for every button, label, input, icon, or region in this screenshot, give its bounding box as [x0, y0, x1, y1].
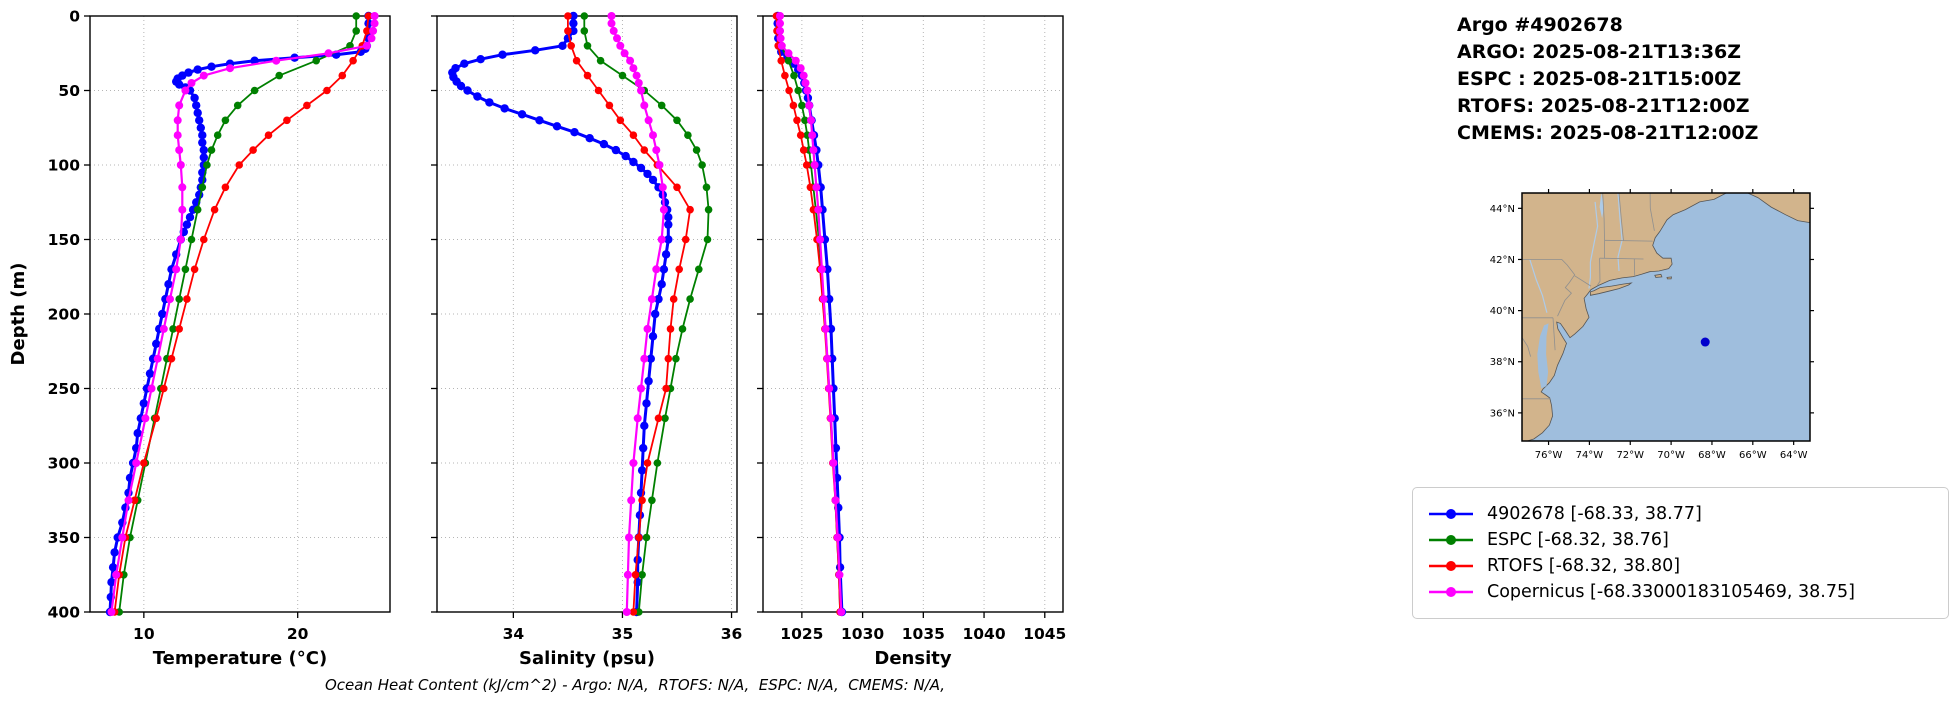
legend-label: Copernicus [-68.33000183105469, 38.75]: [1487, 582, 1855, 602]
location-map: 76°W 74°W 72°W 70°W 68°W 66°W 64°W 36°N 38°N 40°N…: [1490, 189, 1814, 461]
map-land: [1521, 192, 1727, 442]
header-line: ARGO: 2025-08-21T13:36Z: [1457, 41, 1742, 63]
map-river: [1529, 259, 1548, 313]
map-lat-label: 36°N: [1490, 408, 1515, 419]
y-tick-label: 350: [48, 529, 81, 547]
y-tick-label: 200: [48, 306, 81, 324]
map-lat-label: 42°N: [1490, 255, 1515, 266]
y-tick-label: 300: [48, 455, 81, 473]
map-state-border: [1574, 275, 1592, 287]
x-tick-label: 36: [721, 625, 743, 643]
legend-marker-icon: [1429, 509, 1473, 519]
map-state-border: [1604, 239, 1653, 242]
map-lon-label: 72°W: [1616, 450, 1644, 461]
legend-item: RTOFS [-68.32, 38.80]: [1427, 556, 1934, 576]
legend-marker-icon: [1429, 561, 1473, 571]
x-tick-label: 10: [133, 625, 155, 643]
series-line-Copernicus: [110, 16, 376, 613]
legend-item: ESPC [-68.32, 38.76]: [1427, 530, 1934, 550]
map-land: [1590, 282, 1633, 296]
x-tick-label: 1025: [780, 625, 823, 643]
legend-item: Copernicus [-68.33000183105469, 38.75]: [1427, 582, 1934, 602]
profile-plots: 10 20050100150200250300350400Temperature …: [8, 8, 1066, 670]
header-info: Argo #4902678 ARGO: 2025-08-21T13:36Z ESPC…: [1457, 12, 1758, 147]
legend-marker-icon: [1429, 587, 1473, 597]
y-tick-label: 150: [48, 231, 81, 249]
float-position-marker: [1700, 337, 1710, 347]
map-land: [1654, 273, 1663, 278]
map-lat-label: 44°N: [1490, 204, 1515, 215]
map-lake: [1599, 193, 1605, 219]
y-tick-label: 50: [58, 82, 80, 100]
x-tick-label: 1030: [841, 625, 884, 643]
header-line: CMEMS: 2025-08-21T12:00Z: [1457, 122, 1759, 144]
panel-density: 1025 1030 1035 1040 1045 Density: [757, 11, 1066, 669]
y-axis-label: Depth (m): [8, 263, 29, 366]
x-tick-label: 1040: [962, 625, 1005, 643]
map-lon-label: 74°W: [1576, 450, 1604, 461]
map-lon-label: 66°W: [1739, 450, 1767, 461]
map-state-border: [1596, 258, 1601, 286]
legend-label: 4902678 [-68.33, 38.77]: [1487, 504, 1702, 524]
y-tick-label: 400: [48, 604, 81, 622]
x-tick-label: 1045: [1023, 625, 1066, 643]
legend-item: 4902678 [-68.33, 38.77]: [1427, 504, 1934, 524]
map-state-border: [1599, 257, 1644, 260]
x-axis-label: Density: [874, 648, 951, 669]
map-lon-label: 70°W: [1657, 450, 1685, 461]
map-lat-label: 38°N: [1490, 357, 1515, 368]
y-tick-label: 100: [48, 157, 81, 175]
map-land: [1666, 276, 1672, 280]
legend-label: RTOFS [-68.32, 38.80]: [1487, 556, 1681, 576]
map-state-border: [1649, 192, 1655, 231]
panel-temperature: 10 20050100150200250300350400Temperature …: [48, 8, 391, 669]
x-tick-label: 20: [287, 625, 309, 643]
caption: Ocean Heat Content (kJ/cm^2) - Argo: N/A…: [324, 676, 946, 694]
x-tick-label: 35: [612, 625, 634, 643]
header-line: RTOFS: 2025-08-21T12:00Z: [1457, 95, 1750, 117]
x-axis-label: Salinity (psu): [519, 648, 655, 669]
map-river: [1588, 201, 1599, 289]
panel-salinity: 34 35 36 Salinity (psu): [431, 11, 743, 669]
legend: 4902678 [-68.33, 38.77] ESPC [-68.32, 38.…: [1412, 487, 1949, 619]
map-lon-label: 76°W: [1535, 450, 1563, 461]
map-lat-label: 40°N: [1490, 306, 1515, 317]
map-state-border: [1521, 337, 1531, 357]
x-tick-label: 34: [503, 625, 525, 643]
map-state-border: [1618, 192, 1624, 241]
y-tick-label: 250: [48, 380, 81, 398]
map-state-border: [1552, 317, 1556, 351]
map-lon-label: 64°W: [1780, 450, 1808, 461]
legend-marker-icon: [1429, 535, 1473, 545]
map-bay: [1537, 323, 1549, 389]
x-tick-label: 1035: [902, 625, 945, 643]
header-line: ESPC : 2025-08-21T15:00Z: [1457, 68, 1742, 90]
map-lon-label: 68°W: [1698, 450, 1726, 461]
map-state-border: [1522, 259, 1576, 317]
y-tick-label: 0: [69, 8, 80, 26]
x-axis-label: Temperature (°C): [153, 648, 327, 669]
legend-label: ESPC [-68.32, 38.76]: [1487, 530, 1669, 550]
header-line: Argo #4902678: [1457, 14, 1623, 36]
map-state-border: [1602, 192, 1605, 241]
series-line-4902678: [450, 16, 670, 613]
